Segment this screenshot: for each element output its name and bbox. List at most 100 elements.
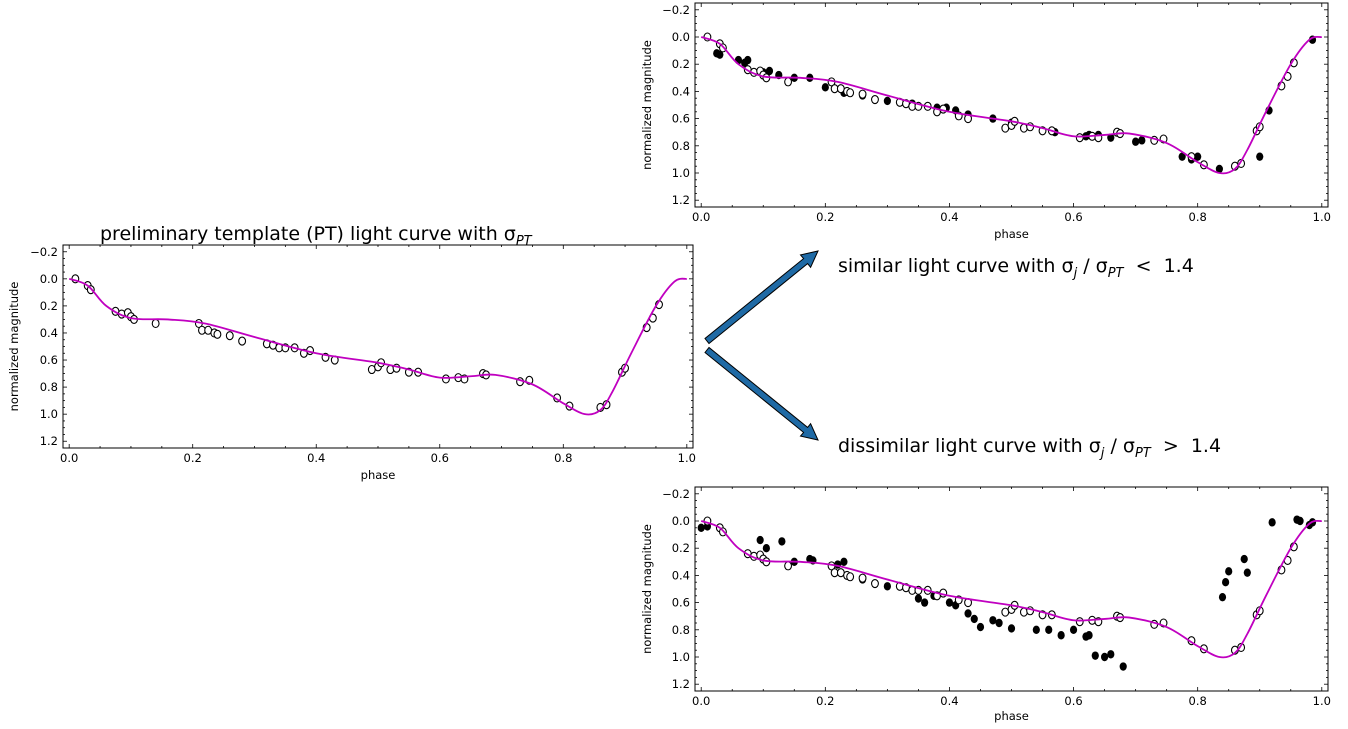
y-tick-label: 0.6 [672, 596, 690, 610]
arrows [704, 250, 819, 441]
open-data-point [151, 318, 160, 329]
pt-title-text: preliminary template (PT) light curve wi… [100, 223, 516, 245]
filled-data-point [1007, 624, 1016, 633]
filled-data-point [1222, 578, 1230, 587]
dissimilar-caption: dissimilar light curve with σj / σPT > 1… [838, 435, 1221, 461]
y-tick-label: 1.2 [672, 677, 690, 691]
x-tick-label: 0.4 [940, 694, 958, 708]
y-tick-label: −0.2 [30, 245, 58, 259]
y-tick-label: 0.4 [672, 568, 690, 582]
filled-data-point [1107, 133, 1115, 142]
filled-data-point [716, 50, 724, 59]
filled-data-point [1119, 662, 1127, 671]
filled-data-point [1069, 625, 1078, 634]
y-tick-label: −0.2 [662, 3, 690, 17]
filled-data-point [1215, 164, 1223, 174]
y-tick-label: 0.8 [672, 139, 690, 153]
y-axis-label: normalized magnitude [7, 282, 21, 412]
filled-data-point [964, 609, 972, 618]
x-tick-label: 0.0 [692, 694, 710, 708]
filled-data-point [989, 616, 997, 625]
x-tick-label: 1.0 [1313, 694, 1331, 708]
filled-data-point [995, 618, 1003, 628]
y-axis-label: normalized magnitude [640, 40, 654, 170]
filled-data-point [762, 544, 770, 553]
filled-data-point [1107, 650, 1115, 659]
pt-title-subscript: PT [516, 234, 533, 249]
filled-data-point [1057, 631, 1065, 640]
dissimilar-caption-text: dissimilar light curve with σ [838, 435, 1101, 457]
plot-dissimilar: 0.0 0.2 0.4 0.6 0.8 1.0 −0.2 0.0 0.2 0.4 0.6 0.8 1.0… [640, 486, 1331, 723]
open-data-point [1075, 133, 1084, 143]
filled-data-point [778, 537, 786, 546]
similar-caption: similar light curve with σj / σPT < 1.4 [838, 255, 1194, 281]
y-tick-label: 1.2 [40, 434, 58, 448]
y-tick-label: 0.4 [672, 84, 690, 98]
filled-data-point [1085, 631, 1093, 640]
open-data-point [1019, 123, 1028, 133]
filled-data-point [1240, 554, 1248, 564]
filled-data-point [1268, 518, 1276, 527]
filled-data-point [1032, 625, 1040, 634]
y-tick-label: 0.6 [40, 353, 58, 367]
x-axis-label: phase [994, 227, 1029, 241]
data-layer [700, 32, 1322, 175]
filled-data-point [1218, 592, 1227, 602]
filled-data-point [1100, 652, 1109, 662]
filled-data-point [945, 598, 954, 607]
x-tick-label: 0.2 [816, 210, 834, 224]
filled-data-point [1132, 137, 1140, 146]
plot-frame [694, 486, 1329, 692]
open-data-point [871, 95, 879, 105]
open-data-point [1019, 607, 1028, 617]
y-tick-label: 0.8 [672, 623, 690, 637]
dissimilar-caption-relation: > 1.4 [1151, 435, 1221, 457]
filled-data-point [1243, 568, 1251, 577]
open-data-point [441, 374, 450, 384]
similar-caption-sub-pt: PT [1108, 266, 1125, 281]
y-tick-label: 0.2 [672, 541, 690, 555]
x-tick-label: 0.2 [816, 694, 834, 708]
x-tick-label: 0.2 [184, 451, 202, 465]
x-tick-label: 0.6 [1064, 694, 1082, 708]
y-tick-label: 1.2 [672, 193, 690, 207]
y-tick-label: 0.2 [40, 299, 58, 313]
template-curve [700, 519, 1322, 659]
x-tick-label: 0.4 [940, 210, 958, 224]
filled-data-point [1225, 567, 1233, 576]
filled-data-point [821, 83, 829, 92]
plot-frame [694, 2, 1329, 208]
filled-data-point [1091, 651, 1099, 660]
similar-caption-text: similar light curve with σ [838, 255, 1074, 277]
open-data-point [784, 561, 793, 571]
template-curve [68, 277, 688, 416]
x-axis-label: phase [361, 468, 396, 482]
x-tick-label: 1.0 [1313, 210, 1331, 224]
y-tick-label: 1.0 [672, 650, 690, 664]
y-tick-label: 0.8 [40, 380, 58, 394]
open-data-point [386, 364, 395, 375]
open-data-point [846, 88, 855, 98]
filled-data-point [921, 598, 929, 607]
y-tick-label: 1.0 [672, 166, 690, 180]
x-tick-label: 0.8 [554, 451, 572, 465]
filled-data-point [883, 582, 891, 591]
x-tick-label: 0.4 [307, 451, 325, 465]
y-tick-label: −0.2 [662, 487, 690, 501]
dissimilar-caption-sub-j: j [1099, 446, 1105, 461]
filled-data-point [976, 622, 985, 632]
open-data-point [858, 89, 867, 99]
y-tick-label: 1.0 [40, 407, 58, 421]
filled-data-point [1296, 516, 1304, 526]
dissimilar-caption-sub-pt: PT [1135, 446, 1152, 461]
filled-data-point [1045, 625, 1053, 634]
y-tick-label: 0.4 [40, 326, 58, 340]
filled-data-point [756, 535, 764, 545]
plot-preliminary-template: 0.0 0.2 0.4 0.6 0.8 1.0 −0.2 0.0 0.2 0.4 0.6 0.8 1.0… [7, 244, 696, 482]
y-tick-label: 0.0 [40, 272, 58, 286]
open-data-point [225, 331, 234, 341]
similar-caption-sub-j: j [1072, 266, 1078, 281]
filled-data-point [765, 66, 774, 76]
dissimilar-caption-mid: / σ [1104, 435, 1135, 457]
